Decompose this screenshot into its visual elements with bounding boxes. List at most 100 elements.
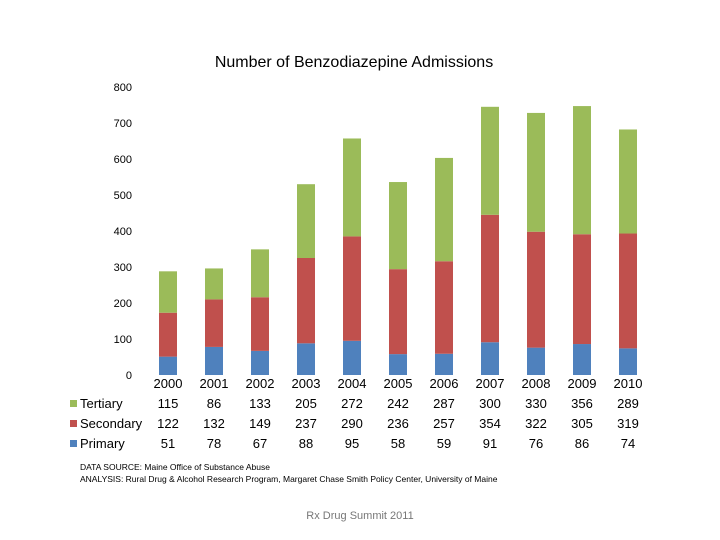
- bar-tertiary-2004: [343, 138, 361, 237]
- bar-secondary-2004: [343, 236, 361, 341]
- table-cell: 300: [479, 396, 501, 411]
- bar-tertiary-2002: [251, 249, 269, 298]
- table-header-2002: 2002: [246, 376, 275, 391]
- bar-primary-2009: [573, 344, 591, 375]
- table-cell: 319: [617, 416, 639, 431]
- bars: [159, 106, 637, 375]
- y-tick-label: 700: [114, 118, 132, 130]
- table-cell: 76: [529, 436, 543, 451]
- bar-secondary-2006: [435, 261, 453, 354]
- table-header-2009: 2009: [568, 376, 597, 391]
- bar-primary-2007: [481, 342, 499, 375]
- table-cell: 149: [249, 416, 271, 431]
- bar-primary-2008: [527, 347, 545, 375]
- table-cell: 356: [571, 396, 593, 411]
- bar-secondary-2001: [205, 299, 223, 347]
- table-cell: 133: [249, 396, 271, 411]
- table-header-2005: 2005: [384, 376, 413, 391]
- bar-tertiary-2009: [573, 106, 591, 235]
- y-tick-label: 400: [114, 226, 132, 238]
- footer: Rx Drug Summit 2011: [306, 510, 414, 522]
- table-header-2006: 2006: [430, 376, 459, 391]
- legend-label-secondary: Secondary: [80, 416, 143, 431]
- table-cell: 237: [295, 416, 317, 431]
- table-cell: 354: [479, 416, 501, 431]
- table-header-2003: 2003: [292, 376, 321, 391]
- bar-primary-2004: [343, 340, 361, 375]
- bar-secondary-2009: [573, 234, 591, 345]
- bar-tertiary-2005: [389, 182, 407, 270]
- table-cell: 287: [433, 396, 455, 411]
- table-header-2010: 2010: [614, 376, 643, 391]
- table-cell: 115: [158, 396, 179, 411]
- table-cell: 242: [387, 396, 409, 411]
- bar-tertiary-2003: [297, 184, 315, 258]
- legend-swatch-tertiary: [70, 400, 77, 407]
- table-cell: 91: [483, 436, 497, 451]
- bar-primary-2010: [619, 348, 637, 375]
- analysis-note: ANALYSIS: Rural Drug & Alcohol Research …: [80, 474, 498, 484]
- bar-secondary-2003: [297, 258, 315, 344]
- bar-secondary-2008: [527, 231, 545, 348]
- bar-secondary-2007: [481, 214, 499, 343]
- bar-tertiary-2008: [527, 112, 545, 232]
- table-cell: 51: [161, 436, 175, 451]
- y-axis-ticks: 0 100 200 300 400 500 600 700 800: [114, 82, 132, 382]
- table-cell: 330: [525, 396, 547, 411]
- bar-secondary-2005: [389, 269, 407, 355]
- bar-tertiary-2010: [619, 129, 637, 234]
- table-header-2007: 2007: [476, 376, 505, 391]
- data-source-note: DATA SOURCE: Maine Office of Substance A…: [80, 462, 270, 472]
- bar-tertiary-2001: [205, 268, 223, 300]
- legend-swatch-primary: [70, 440, 77, 447]
- table-header-2008: 2008: [522, 376, 551, 391]
- bar-primary-2005: [389, 354, 407, 375]
- table-cell: 236: [387, 416, 409, 431]
- table-cell: 88: [299, 436, 313, 451]
- y-tick-label: 0: [126, 370, 132, 382]
- y-tick-label: 200: [114, 298, 132, 310]
- table-cell: 67: [253, 436, 267, 451]
- legend-label-primary: Primary: [80, 436, 125, 451]
- bar-tertiary-2007: [481, 106, 499, 215]
- y-tick-label: 100: [114, 334, 132, 346]
- bar-primary-2006: [435, 353, 453, 375]
- table-cell: 257: [433, 416, 455, 431]
- table-cell: 132: [203, 416, 225, 431]
- table-header-2000: 2000: [154, 376, 183, 391]
- chart-title: Number of Benzodiazepine Admissions: [215, 54, 493, 71]
- bar-secondary-2000: [159, 312, 177, 357]
- bar-primary-2000: [159, 356, 177, 375]
- bar-tertiary-2006: [435, 157, 453, 262]
- table-cell: 95: [345, 436, 359, 451]
- table-cell: 59: [437, 436, 451, 451]
- table-cell: 58: [391, 436, 405, 451]
- table-cell: 289: [617, 396, 639, 411]
- bar-secondary-2010: [619, 233, 637, 349]
- table-cell: 86: [207, 396, 221, 411]
- table-cell: 74: [621, 436, 635, 451]
- table-header-2001: 2001: [200, 376, 229, 391]
- table-header-2004: 2004: [338, 376, 367, 391]
- table-cell: 305: [571, 416, 593, 431]
- y-tick-label: 800: [114, 82, 132, 94]
- y-tick-label: 300: [114, 262, 132, 274]
- legend-label-tertiary: Tertiary: [80, 396, 123, 411]
- table-cell: 86: [575, 436, 589, 451]
- bar-primary-2002: [251, 350, 269, 375]
- legend-swatch-secondary: [70, 420, 77, 427]
- table-cell: 122: [157, 416, 179, 431]
- table-cell: 290: [341, 416, 363, 431]
- bar-primary-2003: [297, 343, 315, 375]
- y-tick-label: 500: [114, 190, 132, 202]
- y-tick-label: 600: [114, 154, 132, 166]
- table-cell: 322: [525, 416, 547, 431]
- table-cell: 78: [207, 436, 221, 451]
- bar-primary-2001: [205, 346, 223, 375]
- table-cell: 205: [295, 396, 317, 411]
- bar-tertiary-2000: [159, 271, 177, 313]
- bar-secondary-2002: [251, 297, 269, 351]
- data-table: 2000 2001 2002 2003 2004 2005 2006 2007 2008 2009…: [70, 376, 642, 451]
- table-cell: 272: [341, 396, 363, 411]
